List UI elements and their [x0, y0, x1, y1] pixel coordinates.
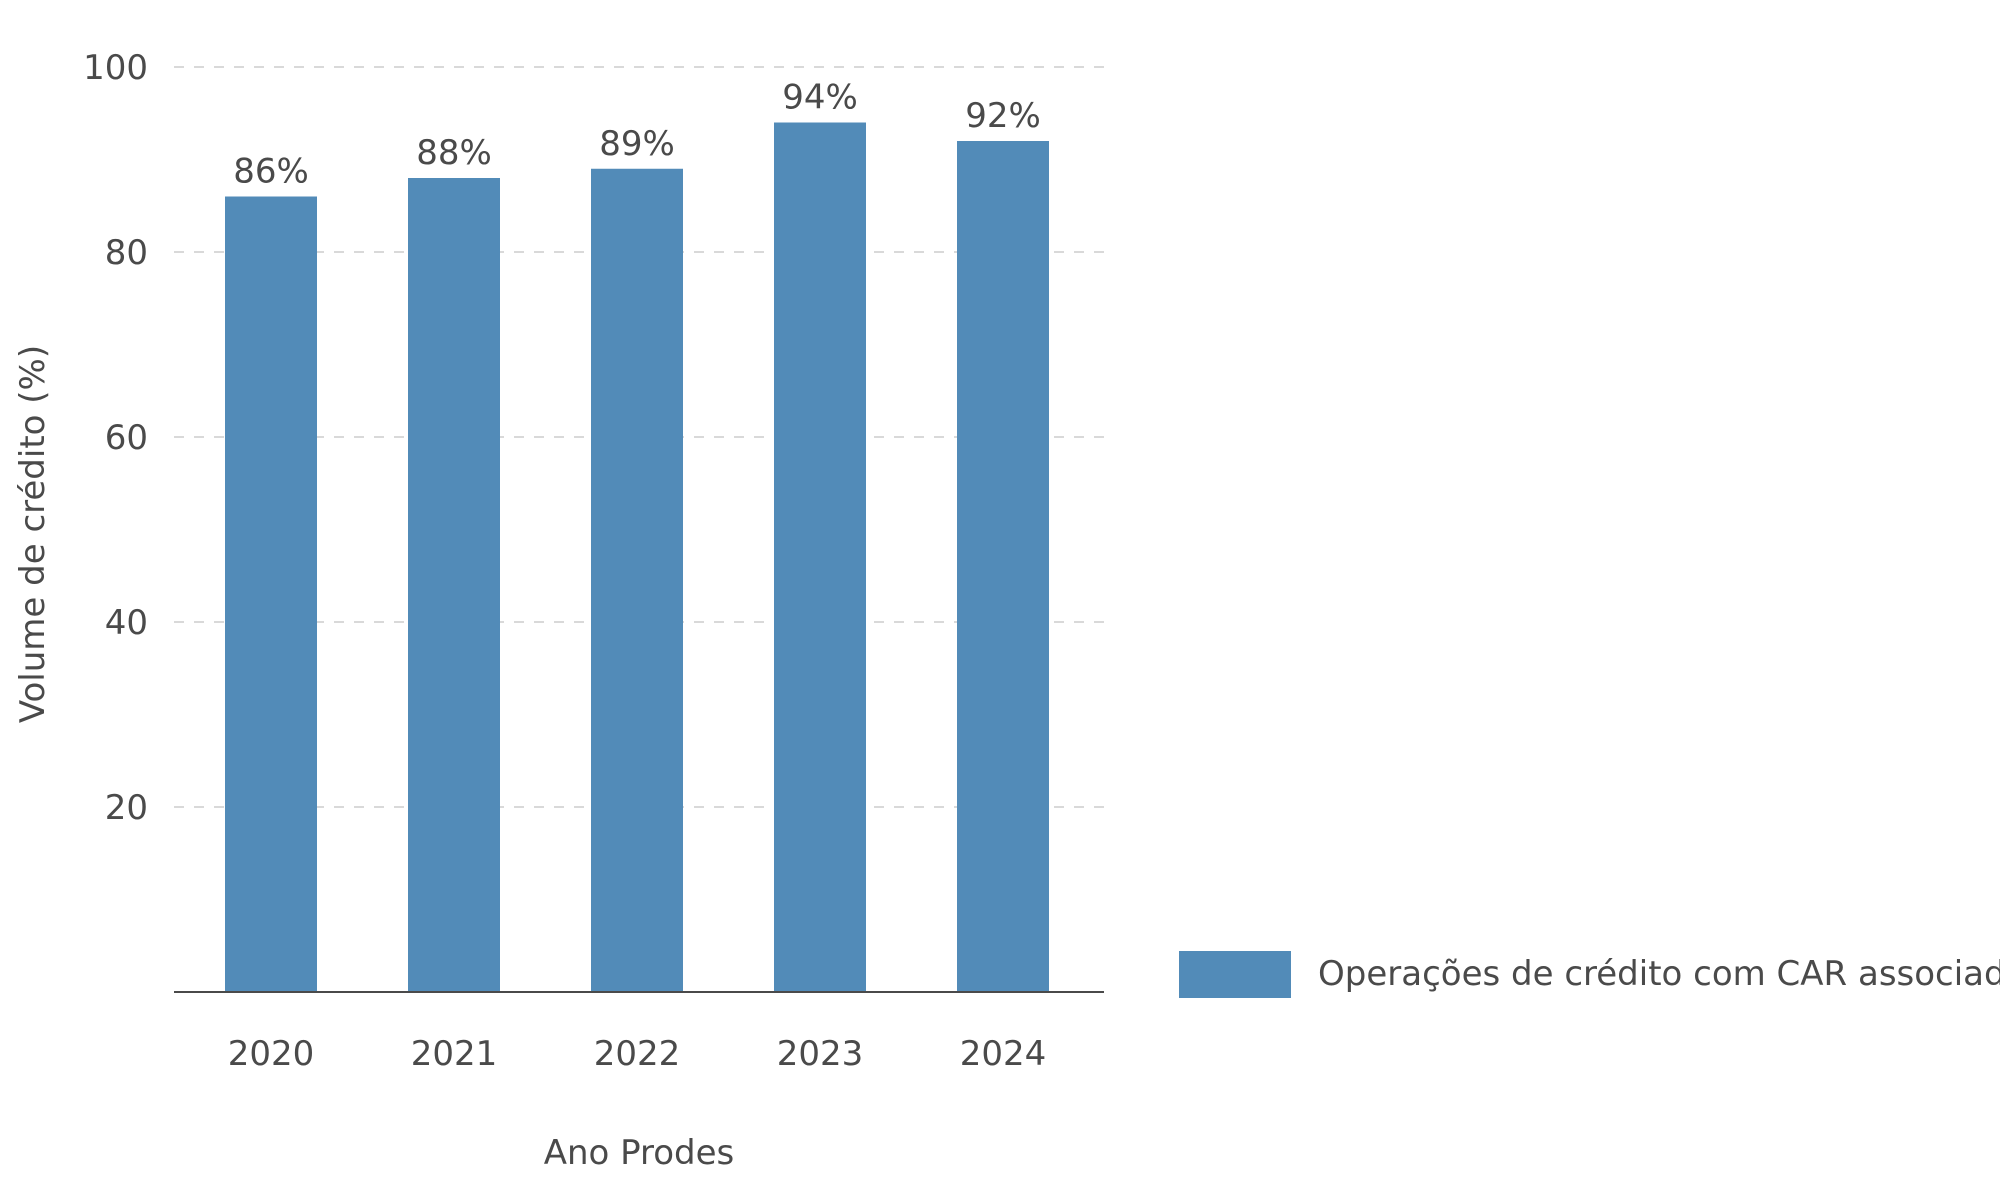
data-labels: 86% 88% 89% 94% 92% [233, 78, 1041, 192]
y-axis-ticks: 20 40 60 80 100 [83, 48, 148, 828]
bar-2023 [774, 122, 866, 992]
x-axis-ticks: 2020 2021 2022 2023 2024 [228, 1034, 1047, 1074]
data-label-2020: 86% [233, 152, 309, 192]
x-tick-label: 2020 [228, 1034, 315, 1074]
legend-swatch [1179, 951, 1291, 998]
x-tick-label: 2024 [960, 1034, 1047, 1074]
y-tick-label: 20 [105, 788, 148, 828]
data-label-2021: 88% [416, 133, 492, 173]
y-tick-label: 80 [105, 233, 148, 273]
bar-2020 [225, 196, 317, 992]
data-label-2023: 94% [782, 78, 858, 118]
x-tick-label: 2022 [594, 1034, 681, 1074]
y-axis-title: Volume de crédito (%) [13, 345, 53, 723]
x-tick-label: 2021 [411, 1034, 498, 1074]
y-tick-label: 60 [105, 418, 148, 458]
bar-2024 [957, 141, 1049, 992]
legend: Operações de crédito com CAR associado [1179, 951, 2000, 998]
data-label-2024: 92% [965, 96, 1041, 136]
bar-2022 [591, 168, 683, 992]
y-tick-label: 100 [83, 48, 148, 88]
data-label-2022: 89% [599, 124, 675, 164]
y-tick-label: 40 [105, 603, 148, 643]
x-axis-title: Ano Prodes [544, 1133, 735, 1173]
bar-2021 [408, 178, 500, 992]
legend-label: Operações de crédito com CAR associado [1318, 954, 2000, 994]
bars [225, 122, 1049, 992]
x-tick-label: 2023 [777, 1034, 864, 1074]
